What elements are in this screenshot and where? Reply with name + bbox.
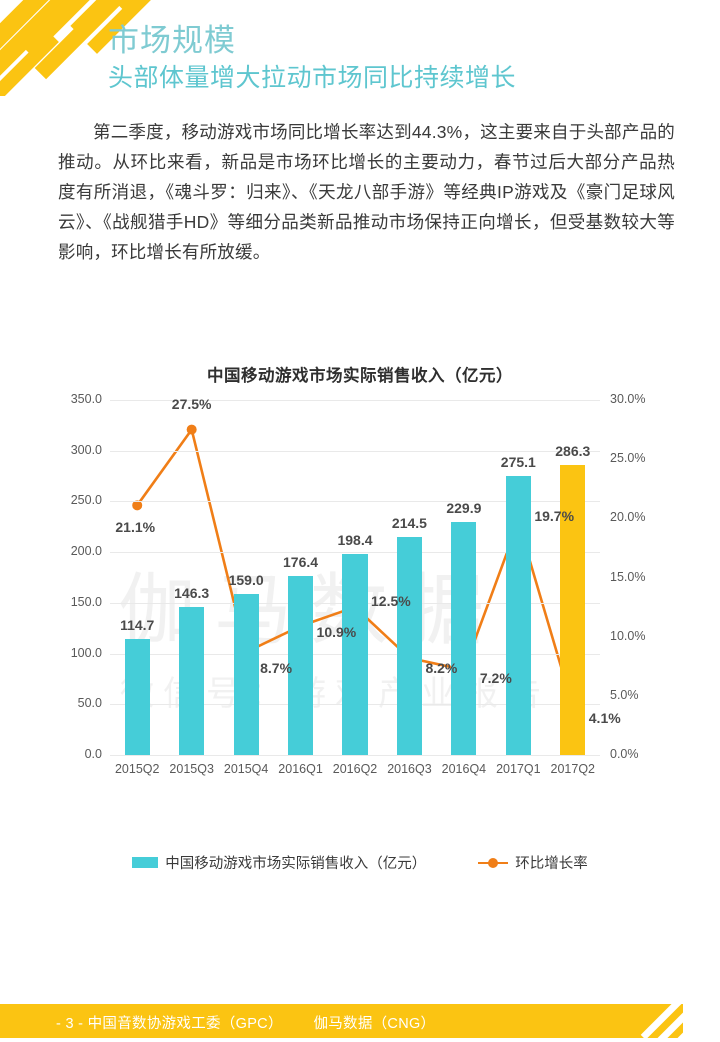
y-axis-left-tick: 250.0 <box>70 493 102 508</box>
page-subtitle: 头部体量增大拉动市场同比持续增长 <box>108 64 517 92</box>
gridline <box>110 755 600 756</box>
plot-wrapper: 伽马数据 微信号：游戏产业报告 114.7146.3159.0176.4198.… <box>0 392 720 810</box>
page-header: 市场规模 头部体量增大拉动市场同比持续增长 <box>108 22 698 94</box>
bar-value-label: 176.4 <box>283 554 319 571</box>
y-axis-right-tick: 25.0% <box>610 451 646 466</box>
x-axis-tick: 2017Q2 <box>550 762 596 776</box>
y-axis-right-tick: 30.0% <box>610 392 646 406</box>
line-marker <box>186 424 197 435</box>
chart-legend: 中国移动游戏市场实际销售收入（亿元） 环比增长率 <box>0 852 720 873</box>
y-axis-right-tick: 5.0% <box>610 687 639 702</box>
deco-stripe <box>0 0 71 90</box>
y-axis-left-tick: 50.0 <box>77 696 102 711</box>
line-swatch-icon <box>478 857 509 869</box>
x-axis-tick: 2016Q3 <box>387 762 432 776</box>
footer-decoration <box>620 1000 720 1042</box>
bar-swatch-icon <box>132 857 159 868</box>
chart-bar <box>342 553 368 755</box>
chart-bar <box>505 475 531 755</box>
x-axis-tick: 2015Q4 <box>223 762 269 776</box>
bar-value-label: 198.4 <box>337 531 373 548</box>
bar-value-label: 229.9 <box>446 499 482 516</box>
chart-bar <box>179 606 205 755</box>
body-paragraph: 第二季度，移动游戏市场同比增长率达到44.3%，这主要来自于头部产品的推动。从环… <box>58 122 675 262</box>
growth-rate-label: 21.1% <box>115 519 156 536</box>
bar-value-label: 286.3 <box>555 442 591 459</box>
legend-label-revenue: 中国移动游戏市场实际销售收入（亿元） <box>165 856 427 872</box>
x-axis-tick: 2015Q3 <box>169 762 214 776</box>
growth-rate-label: 27.5% <box>171 395 212 412</box>
growth-rate-label: 12.5% <box>371 593 411 610</box>
bar-value-label: 159.0 <box>228 571 264 588</box>
chart-title: 中国移动游戏市场实际销售收入（亿元） <box>207 367 513 385</box>
y-axis-right-tick: 20.0% <box>610 510 646 525</box>
bar-value-label: 114.7 <box>120 616 155 633</box>
line-marker <box>132 500 143 511</box>
deco-stripe <box>0 0 89 67</box>
chart-bar <box>288 576 314 755</box>
growth-rate-label: 7.2% <box>479 669 512 686</box>
y-axis-left-tick: 350.0 <box>70 392 102 406</box>
y-axis-left-tick: 300.0 <box>70 442 102 457</box>
x-axis-tick: 2016Q1 <box>278 762 323 776</box>
footer-text: - 3 - 中国音数协游戏工委（GPC） 伽马数据（CNG） <box>56 1012 435 1033</box>
growth-rate-label: 10.9% <box>316 624 357 641</box>
y-axis-right-tick: 0.0% <box>610 747 639 761</box>
bar-value-label: 214.5 <box>391 515 427 532</box>
legend-label-growth: 环比增长率 <box>515 856 588 872</box>
deco-stripe <box>112 0 180 10</box>
legend-item-growth: 环比增长率 <box>478 852 588 873</box>
y-axis-left-tick: 150.0 <box>70 594 102 609</box>
growth-rate-label: 8.2% <box>425 659 458 676</box>
chart-bar <box>560 464 586 755</box>
x-axis-tick: 2017Q1 <box>496 762 541 776</box>
plot-area: 114.7 146.3 159.0 176.4 198.4 214.5 229.9 275.1… <box>110 396 621 756</box>
bar-value-label: 146.3 <box>174 584 210 601</box>
page-title: 市场规模 <box>108 23 236 58</box>
footer-org-cng: 伽马数据（CNG） <box>313 1016 436 1032</box>
x-axis-tick: 2016Q4 <box>441 762 487 776</box>
x-axis-category-labels: 2015Q2 2015Q3 2015Q4 2016Q1 2016Q2 2016Q3 2016… <box>110 762 600 786</box>
x-axis-tick: 2015Q2 <box>114 762 160 776</box>
footer-org-gpc: 中国音数协游戏工委（GPC） <box>87 1016 283 1032</box>
gridline <box>110 450 600 452</box>
gridline <box>110 501 600 503</box>
y-axis-left-tick: 200.0 <box>70 544 102 559</box>
chart-bar <box>124 638 150 755</box>
legend-item-revenue: 中国移动游戏市场实际销售收入（亿元） <box>132 852 426 873</box>
gridline <box>110 552 600 554</box>
x-axis-tick: 2016Q2 <box>332 762 378 776</box>
chart-bar <box>396 537 422 755</box>
chart-bar <box>233 593 259 755</box>
footer-bar <box>0 1004 683 1038</box>
y-axis-left-tick: 100.0 <box>70 645 102 660</box>
y-axis-right-tick: 10.0% <box>610 628 646 643</box>
y-axis-left-tick: 0.0 <box>84 747 102 761</box>
deco-stripe <box>0 32 59 96</box>
gridline <box>110 400 600 401</box>
bar-value-label: 275.1 <box>500 453 536 470</box>
chart-container: 中国移动游戏市场实际销售收入（亿元） 伽马数据 微信号：游戏产业报告 114.7… <box>0 352 720 897</box>
chart-bar <box>451 521 477 755</box>
y-axis-right-tick: 15.0% <box>610 569 646 584</box>
growth-rate-label: 4.1% <box>588 710 621 727</box>
growth-rate-label: 19.7% <box>534 507 575 524</box>
growth-rate-label: 8.7% <box>260 660 293 677</box>
footer-page-number: - 3 - <box>56 1016 84 1032</box>
